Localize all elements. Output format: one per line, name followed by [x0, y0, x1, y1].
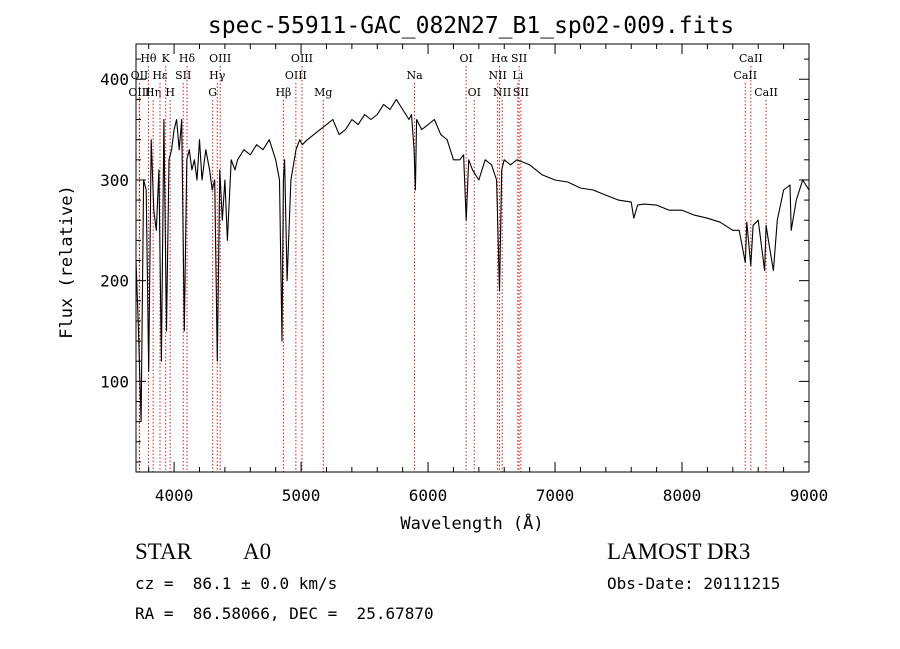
marker-label: OIII: [285, 69, 307, 82]
marker-label: Na: [407, 69, 424, 82]
x-axis-label: Wavelength (Å): [400, 512, 543, 534]
marker-label: Hδ: [179, 52, 196, 65]
x-tick-label: 8000: [663, 486, 702, 505]
marker-label: OIII: [291, 52, 313, 65]
x-tick-label: 9000: [790, 486, 829, 505]
marker-label: CaII: [733, 69, 757, 82]
plot-frame: [135, 43, 810, 473]
x-tick-label: 5000: [282, 486, 321, 505]
object-class: STAR: [135, 539, 192, 564]
x-tick-label: 6000: [409, 486, 448, 505]
marker-label: CaII: [739, 52, 763, 65]
marker-label: SII: [175, 69, 191, 82]
marker-label: OIII: [209, 52, 231, 65]
x-tick-label: 4000: [155, 486, 194, 505]
marker-label: SII: [513, 86, 529, 99]
y-axis-label: Flux (relative): [57, 185, 77, 339]
marker-label: H: [165, 86, 175, 99]
marker-label: OI: [468, 86, 481, 99]
marker-label: OII: [131, 69, 149, 82]
marker-label: Li: [512, 69, 523, 82]
marker-label: NII: [488, 69, 506, 82]
coordinates: RA = 86.58066, DEC = 25.67870: [135, 604, 434, 623]
marker-label: CaII: [754, 86, 778, 99]
marker-label: OI: [459, 52, 472, 65]
survey-name: LAMOST DR3: [607, 539, 751, 564]
obs-date: Obs-Date: 20111215: [607, 574, 781, 593]
marker-label: Hη: [145, 86, 161, 99]
marker-label: Hθ: [140, 52, 157, 65]
marker-label: SII: [511, 52, 527, 65]
marker-label: Hβ: [275, 86, 291, 99]
marker-label: Hε: [152, 69, 168, 82]
spectrum-series: [135, 98, 810, 423]
x-tick-label: 7000: [536, 486, 575, 505]
y-tick-label: 200: [100, 272, 129, 291]
marker-label: NII: [493, 86, 511, 99]
marker-label: K: [162, 52, 171, 65]
redshift-text: cz = 86.1 ± 0.0 km/s: [135, 574, 338, 593]
y-tick-label: 300: [100, 171, 129, 190]
marker-label: G: [208, 86, 217, 99]
object-subclass: A0: [243, 539, 272, 564]
marker-label: Hα: [491, 52, 509, 65]
y-tick-label: 400: [100, 70, 129, 89]
marker-label: OIII: [128, 86, 150, 99]
marker-label: Hγ: [209, 69, 226, 82]
chart-title: spec-55911-GAC_082N27_B1_sp02-009.fits: [208, 13, 734, 39]
spectrum-line: [135, 98, 810, 423]
marker-label: Mg: [314, 86, 332, 99]
y-tick-label: 100: [100, 372, 129, 391]
axes: 4000 5000 6000 7000 8000 9000 100 200 300 400: [100, 44, 828, 505]
